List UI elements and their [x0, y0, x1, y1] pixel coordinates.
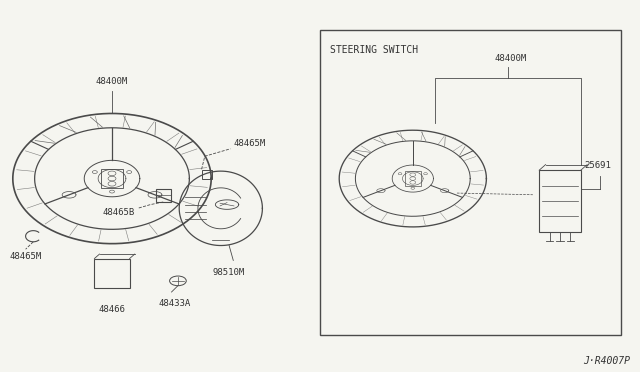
- Text: 48465M: 48465M: [10, 252, 42, 261]
- Bar: [95, 259, 129, 288]
- Text: STEERING SWITCH: STEERING SWITCH: [330, 45, 418, 55]
- Bar: [540, 170, 581, 231]
- Text: 48400M: 48400M: [96, 77, 128, 86]
- Text: J·R4007P: J·R4007P: [584, 356, 630, 366]
- Text: 98510M: 98510M: [213, 268, 245, 277]
- Text: 48465M: 48465M: [234, 139, 266, 148]
- Bar: [101, 169, 123, 188]
- Bar: [320, 30, 621, 335]
- Text: 48465B: 48465B: [102, 208, 134, 217]
- Bar: [404, 171, 421, 186]
- Text: 48466: 48466: [99, 305, 125, 314]
- Text: 48433A: 48433A: [159, 299, 191, 308]
- Text: 48400M: 48400M: [495, 54, 527, 63]
- Bar: [202, 170, 212, 179]
- Text: 25691: 25691: [584, 161, 611, 170]
- Bar: [156, 189, 171, 202]
